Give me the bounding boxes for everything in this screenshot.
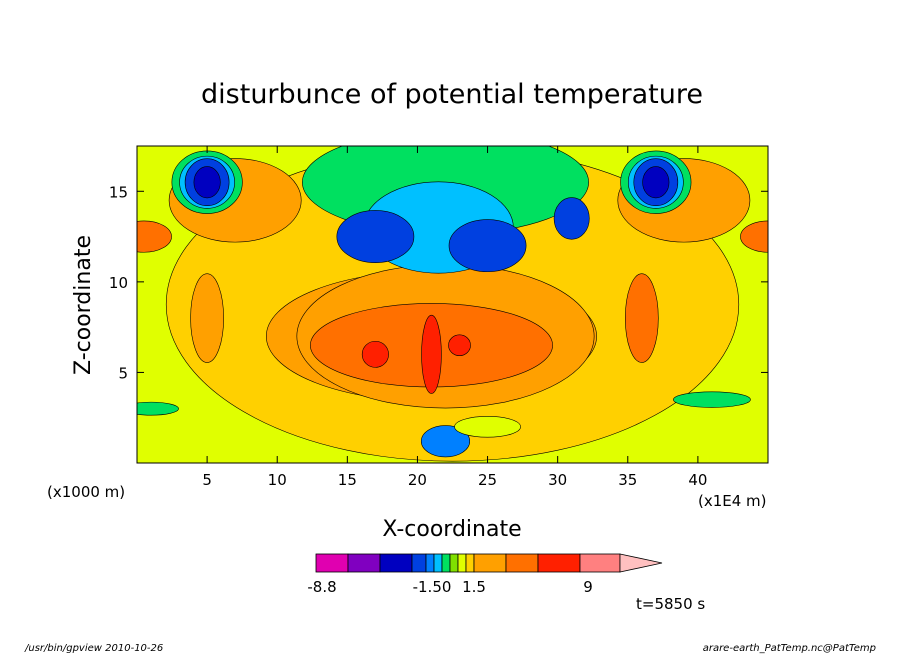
plot-frame — [136, 145, 769, 464]
contour-region-15 — [361, 340, 389, 368]
plot-area: 5 10 15 20 25 30 35 40 5 10 15 — [109, 145, 769, 489]
contour-region-28 — [420, 425, 471, 458]
contour-region-26 — [137, 401, 179, 416]
x-tick-label: 35 — [618, 471, 637, 489]
colorbar-tick-labels: -8.8 -1.50 1.5 9 — [307, 578, 592, 596]
contour-region-12 — [336, 210, 415, 263]
x-tick-label: 30 — [548, 471, 567, 489]
contour-region-25 — [553, 197, 590, 240]
chart-title: disturbunce of potential temperature — [201, 79, 703, 110]
footer-right: arare-earth_PatTemp.nc@PatTemp — [703, 643, 876, 654]
x-tick-label: 5 — [202, 471, 212, 489]
contour-region-5 — [740, 220, 768, 253]
contour-region-23 — [193, 166, 221, 199]
x-tick-label: 40 — [688, 471, 707, 489]
colorbar-cell — [433, 553, 443, 573]
colorbar-cell — [441, 553, 451, 573]
colorbar-tick-label: 1.5 — [462, 578, 486, 596]
colorbar-cell — [537, 553, 581, 573]
y-axis-unit: (x1000 m) — [47, 483, 125, 501]
colorbar-arrow — [619, 553, 663, 573]
x-tick-label: 10 — [268, 471, 287, 489]
colorbar-cell — [505, 553, 539, 573]
y-tick-label: 5 — [118, 364, 128, 382]
x-axis-ticks: 5 10 15 20 25 30 35 40 — [202, 146, 707, 489]
colorbar-cell — [457, 553, 467, 573]
colorbar-tick-label: -1.50 — [413, 578, 452, 596]
colorbar-cell — [579, 553, 621, 573]
contour-region-24 — [642, 166, 670, 199]
contour-fills — [137, 146, 768, 462]
x-tick-label: 25 — [478, 471, 497, 489]
contour-region-16 — [448, 334, 471, 357]
contour-region-13 — [448, 219, 527, 273]
colorbar-cell — [473, 553, 507, 573]
time-label: t=5850 s — [636, 595, 705, 613]
colorbar-cell — [465, 553, 475, 573]
contour-region-10 — [624, 273, 659, 363]
y-tick-label: 10 — [109, 274, 128, 292]
contour-region-29 — [454, 416, 521, 438]
contour-region-4 — [137, 220, 172, 253]
contour-region-27 — [673, 391, 751, 408]
colorbar-cell — [347, 553, 381, 573]
colorbar-cell — [411, 553, 427, 573]
colorbar-tick-label: -8.8 — [307, 578, 336, 596]
x-axis-label: X-coordinate — [382, 517, 521, 542]
colorbar-cell — [315, 553, 349, 573]
colorbar — [315, 553, 663, 573]
colorbar-cell — [379, 553, 413, 573]
y-axis-label: Z-coordinate — [71, 235, 96, 375]
colorbar-cell — [449, 553, 459, 573]
x-tick-label: 15 — [338, 471, 357, 489]
footer-left: /usr/bin/gpview 2010-10-26 — [24, 643, 163, 654]
x-tick-label: 20 — [408, 471, 427, 489]
y-axis-ticks: 5 10 15 — [109, 183, 768, 382]
colorbar-cell — [425, 553, 435, 573]
y-tick-label: 15 — [109, 183, 128, 201]
x-axis-unit: (x1E4 m) — [698, 492, 767, 510]
colorbar-tick-label: 9 — [583, 578, 593, 596]
contour-region-14 — [421, 314, 442, 394]
contour-region-9 — [190, 273, 224, 363]
